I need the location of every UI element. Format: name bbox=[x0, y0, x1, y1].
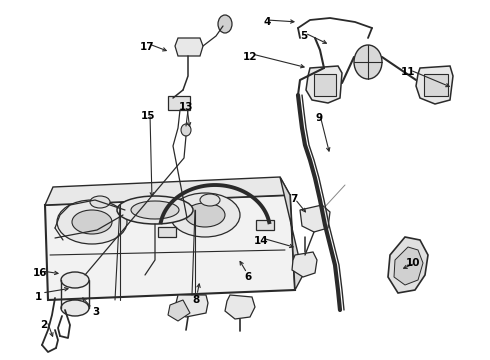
Polygon shape bbox=[174, 295, 208, 317]
Ellipse shape bbox=[185, 203, 225, 227]
Text: 8: 8 bbox=[193, 295, 199, 305]
Text: 11: 11 bbox=[401, 67, 415, 77]
Ellipse shape bbox=[72, 210, 112, 234]
Text: 1: 1 bbox=[34, 292, 42, 302]
Polygon shape bbox=[300, 205, 330, 232]
Text: 3: 3 bbox=[93, 307, 99, 317]
Polygon shape bbox=[225, 295, 255, 319]
Text: 10: 10 bbox=[406, 258, 420, 268]
Polygon shape bbox=[394, 247, 423, 285]
Text: 9: 9 bbox=[316, 113, 322, 123]
Polygon shape bbox=[45, 177, 290, 205]
Ellipse shape bbox=[57, 200, 127, 244]
Text: 12: 12 bbox=[243, 52, 257, 62]
Ellipse shape bbox=[218, 15, 232, 33]
Polygon shape bbox=[280, 177, 303, 290]
Bar bbox=[314, 74, 336, 96]
Polygon shape bbox=[416, 66, 453, 104]
Ellipse shape bbox=[61, 272, 89, 288]
Text: 15: 15 bbox=[141, 111, 155, 121]
Ellipse shape bbox=[200, 194, 220, 206]
Polygon shape bbox=[168, 300, 190, 321]
Polygon shape bbox=[306, 66, 342, 103]
Text: 17: 17 bbox=[140, 42, 154, 52]
Ellipse shape bbox=[170, 193, 240, 237]
Bar bbox=[256, 220, 274, 230]
Ellipse shape bbox=[117, 196, 193, 224]
Text: 7: 7 bbox=[290, 194, 298, 204]
Bar bbox=[424, 74, 448, 96]
Ellipse shape bbox=[354, 45, 382, 79]
Text: 14: 14 bbox=[254, 236, 269, 246]
Ellipse shape bbox=[131, 201, 179, 219]
Polygon shape bbox=[292, 252, 317, 277]
Polygon shape bbox=[45, 195, 295, 300]
Polygon shape bbox=[175, 38, 203, 56]
Ellipse shape bbox=[61, 300, 89, 316]
Text: 5: 5 bbox=[300, 31, 308, 41]
Polygon shape bbox=[388, 237, 428, 293]
Ellipse shape bbox=[181, 124, 191, 136]
Bar bbox=[168, 96, 190, 110]
Ellipse shape bbox=[90, 196, 110, 208]
Text: 6: 6 bbox=[245, 272, 252, 282]
Text: 13: 13 bbox=[179, 102, 193, 112]
Text: 16: 16 bbox=[33, 268, 47, 278]
Text: 2: 2 bbox=[40, 320, 48, 330]
Bar bbox=[158, 227, 176, 237]
Text: 4: 4 bbox=[263, 17, 270, 27]
